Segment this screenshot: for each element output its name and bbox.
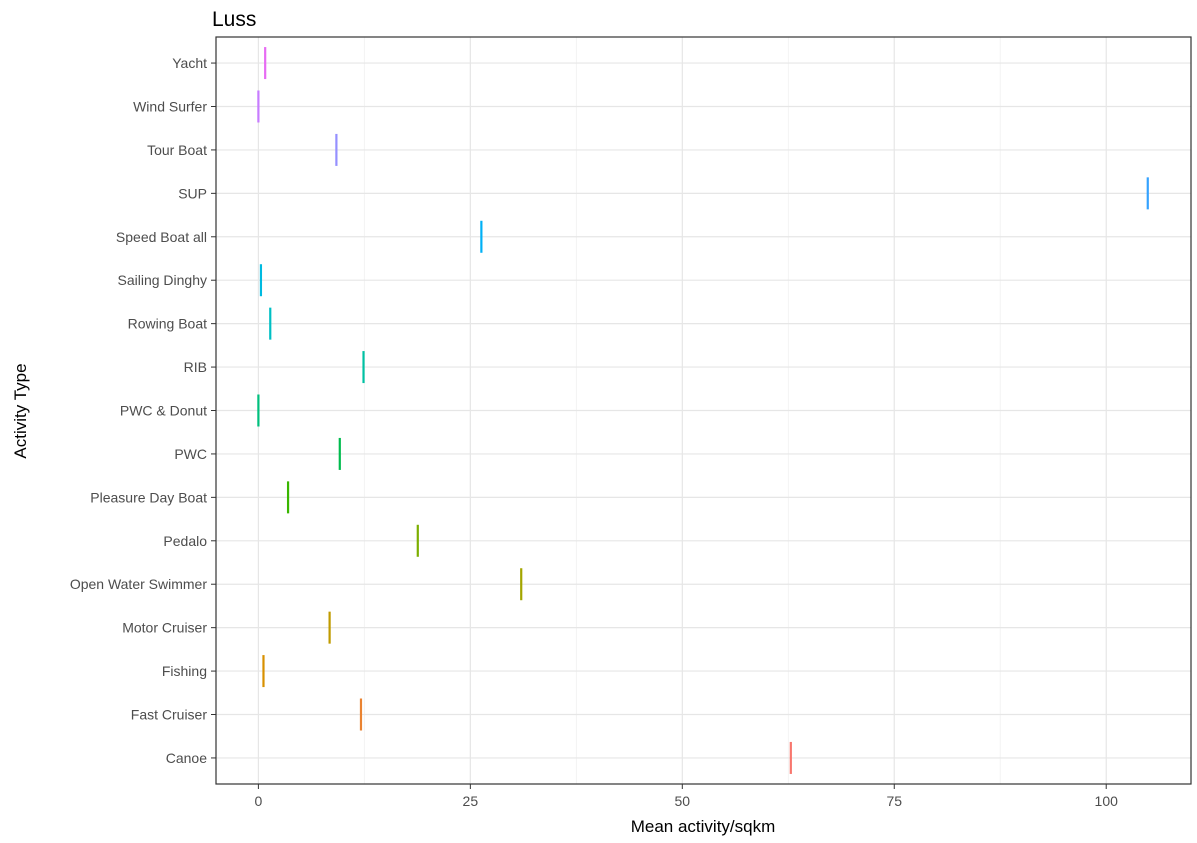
y-tick-label: Fishing (162, 663, 207, 679)
x-tick-label: 0 (254, 793, 262, 809)
x-tick-label: 100 (1095, 793, 1119, 809)
x-tick-label: 25 (463, 793, 479, 809)
y-axis: Canoe Fast Cruiser Fishing Motor Cruiser Ope… (70, 55, 216, 766)
y-tick-label: Pedalo (163, 533, 207, 549)
y-axis-title: Activity Type (11, 363, 30, 458)
data-marks (257, 47, 1149, 774)
y-tick-label: Tour Boat (147, 142, 207, 158)
y-tick-label: PWC (174, 446, 207, 462)
y-tick-label: Yacht (172, 55, 207, 71)
y-tick-label: Fast Cruiser (131, 707, 208, 723)
y-tick-label: Pleasure Day Boat (90, 489, 207, 505)
y-tick-label: Motor Cruiser (122, 620, 207, 636)
y-tick-label: SUP (178, 185, 207, 201)
chart-title: Luss (212, 8, 256, 31)
y-tick-label: Canoe (166, 750, 207, 766)
y-tick-label: Rowing Boat (128, 316, 207, 332)
x-axis: 0 25 50 75 100 (254, 784, 1118, 809)
grid (216, 37, 1191, 784)
y-tick-label: Open Water Swimmer (70, 576, 208, 592)
y-tick-label: RIB (184, 359, 207, 375)
y-tick-label: Speed Boat all (116, 229, 207, 245)
y-tick-label: PWC & Donut (120, 403, 207, 419)
y-tick-label: Sailing Dinghy (118, 272, 208, 288)
x-tick-label: 50 (675, 793, 691, 809)
x-tick-label: 75 (886, 793, 902, 809)
y-tick-label: Wind Surfer (133, 98, 207, 114)
x-axis-title: Mean activity/sqkm (631, 817, 776, 836)
